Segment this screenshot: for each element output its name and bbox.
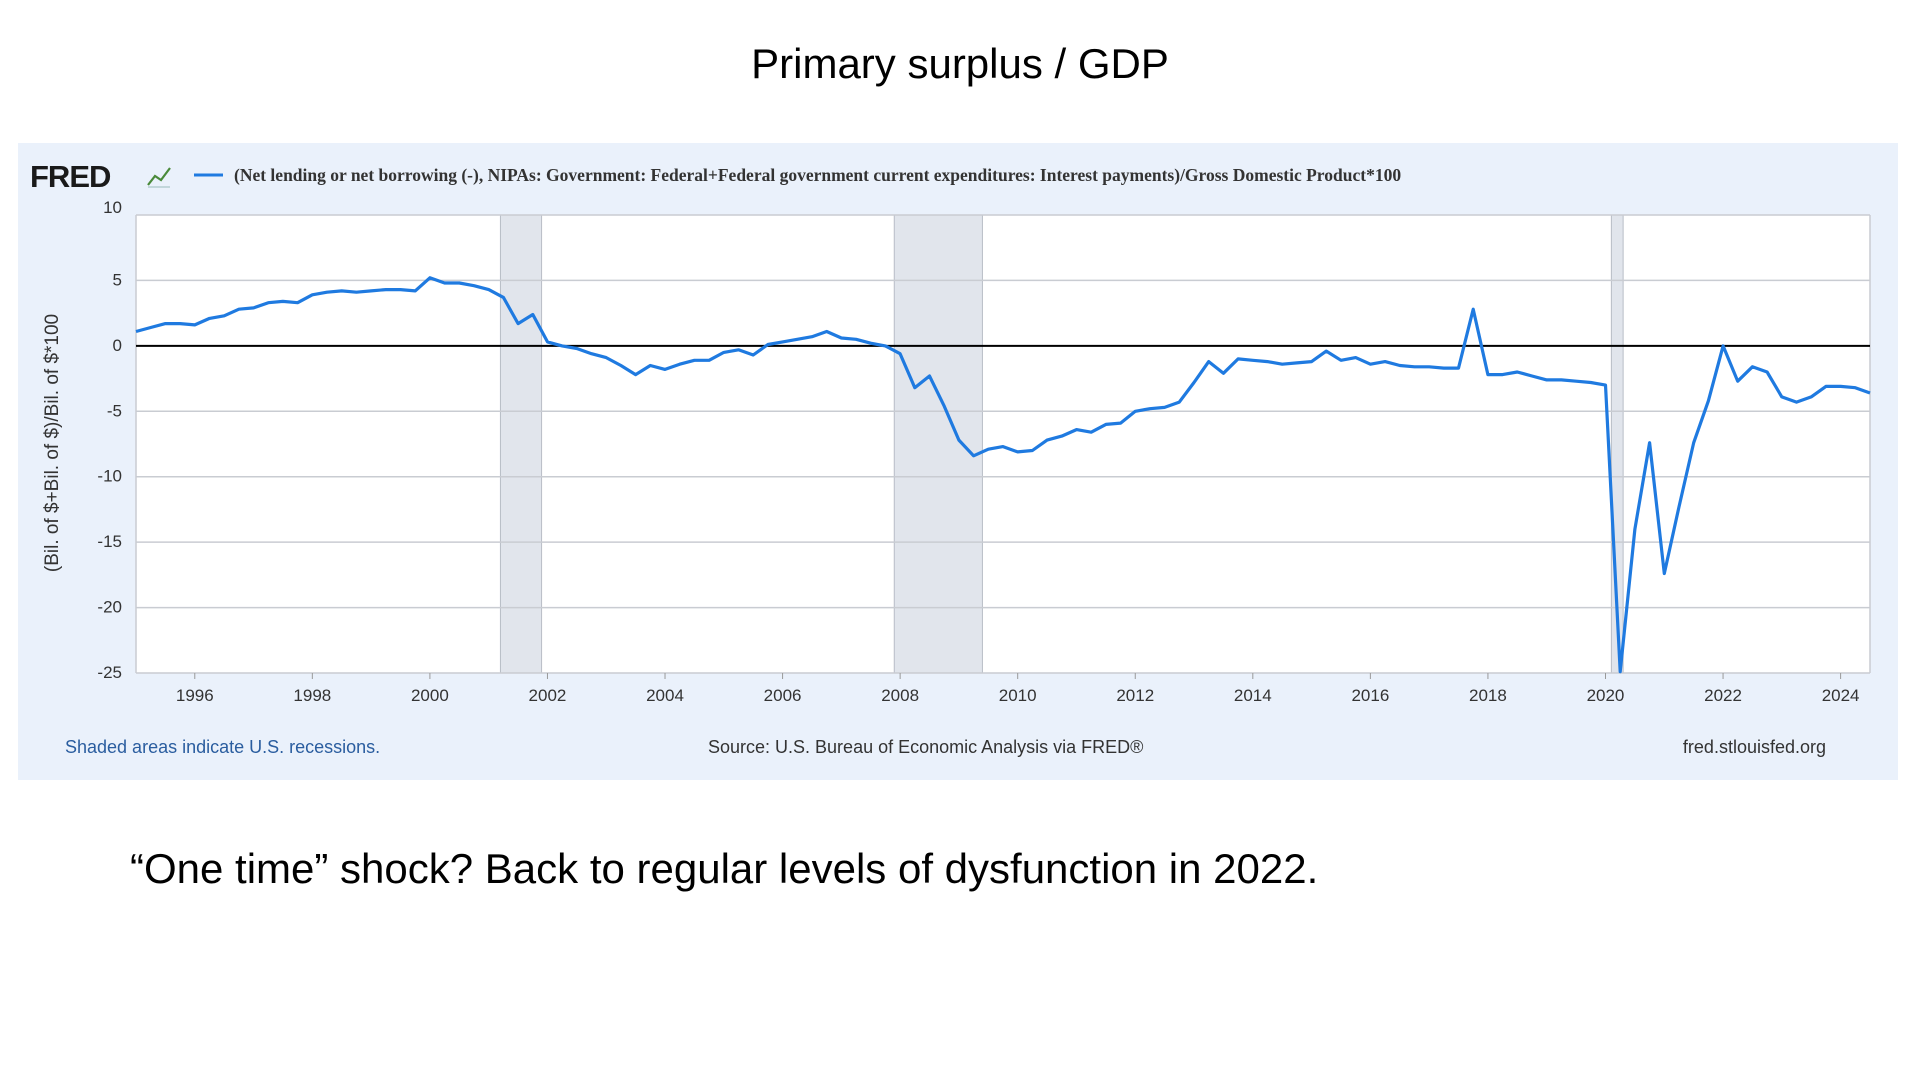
x-tick-label: 2016 [1351,686,1389,705]
x-tick-label: 2022 [1704,686,1742,705]
y-tick-label: -10 [97,467,122,486]
x-axis-ticks: 1996 1998 2000 2002 2004 2006 2008 2010 2012 2014… [176,673,1860,705]
fred-logo[interactable]: FRED [30,159,112,194]
x-tick-label: 2008 [881,686,919,705]
y-tick-label: -25 [97,663,122,682]
fred-chart: FRED (Net lending or net borrowing (-), … [30,159,1871,757]
y-tick-label: 0 [113,336,122,355]
slide-title: Primary surplus / GDP [751,40,1169,87]
y-tick-label: -20 [97,598,122,617]
slide-caption: “One time” shock? Back to regular levels… [130,845,1319,892]
source-note: Source: U.S. Bureau of Economic Analysis… [708,737,1143,757]
x-tick-label: 2020 [1587,686,1625,705]
gridlines [135,214,1871,674]
fred-site-link[interactable]: fred.stlouisfed.org [1683,737,1826,757]
x-tick-label: 2012 [1116,686,1154,705]
recession-band [499,214,543,674]
recession-band [893,214,983,674]
x-tick-label: 2000 [411,686,449,705]
x-tick-label: 2024 [1822,686,1860,705]
y-axis-label: (Bil. of $+Bil. of $)/Bil. of $*100 [42,314,63,572]
legend-label: (Net lending or net borrowing (-), NIPAs… [234,165,1401,185]
x-tick-label: 2002 [529,686,567,705]
x-tick-label: 1998 [293,686,331,705]
line-chart-icon [147,167,171,188]
x-tick-label: 2014 [1234,686,1272,705]
x-tick-label: 2018 [1469,686,1507,705]
x-tick-label: 1996 [176,686,214,705]
plot-area [136,215,1870,673]
y-axis-ticks: 10 5 0 -5 -10 -15 -20 -25 [97,198,122,682]
y-tick-label: 5 [113,270,122,289]
x-tick-label: 2006 [764,686,802,705]
y-tick-label: 10 [103,198,122,217]
recession-note: Shaded areas indicate U.S. recessions. [65,737,380,757]
y-tick-label: -15 [97,532,122,551]
y-tick-label: -5 [107,401,122,420]
x-tick-label: 2010 [999,686,1037,705]
series-line [135,276,1871,674]
x-tick-label: 2004 [646,686,684,705]
fred-graph-panel: FRED (Net lending or net borrowing (-), … [18,143,1898,780]
